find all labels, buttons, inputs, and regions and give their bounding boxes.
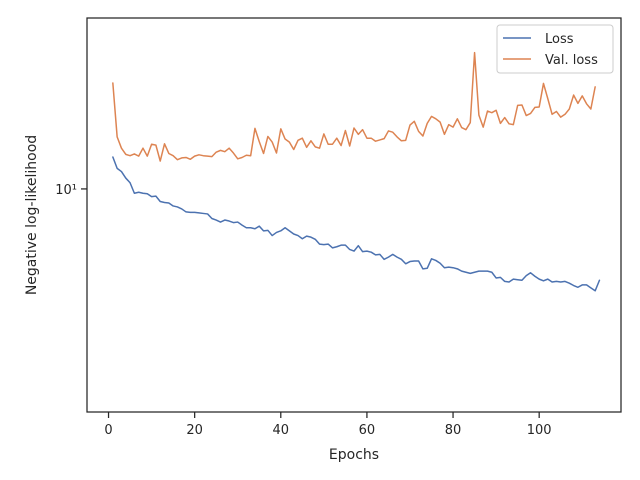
plot-frame xyxy=(86,17,622,413)
legend-frame xyxy=(496,24,614,74)
x-tick-label: 20 xyxy=(186,423,203,438)
x-tick-label: 100 xyxy=(527,423,552,438)
y-axis-label: Negative log-likelihood xyxy=(24,135,40,295)
legend-label-0: Loss xyxy=(545,32,574,47)
x-tick-label: 80 xyxy=(445,423,462,438)
legend-label-1: Val. loss xyxy=(545,53,598,68)
series-line-0 xyxy=(112,156,601,292)
x-axis-label: Epochs xyxy=(329,447,379,463)
x-tick-label: 0 xyxy=(104,423,112,438)
y-tick-label: 10¹ xyxy=(55,183,77,198)
y-axis: 10¹ xyxy=(55,183,87,198)
series-line-1 xyxy=(112,51,596,162)
series-layer xyxy=(112,51,601,292)
x-tick-label: 40 xyxy=(273,423,290,438)
x-axis: 0 20 40 60 80 100 xyxy=(104,412,552,438)
plot-background xyxy=(87,18,621,412)
x-tick-label: 60 xyxy=(359,423,376,438)
legend: Loss Val. loss xyxy=(496,24,614,74)
